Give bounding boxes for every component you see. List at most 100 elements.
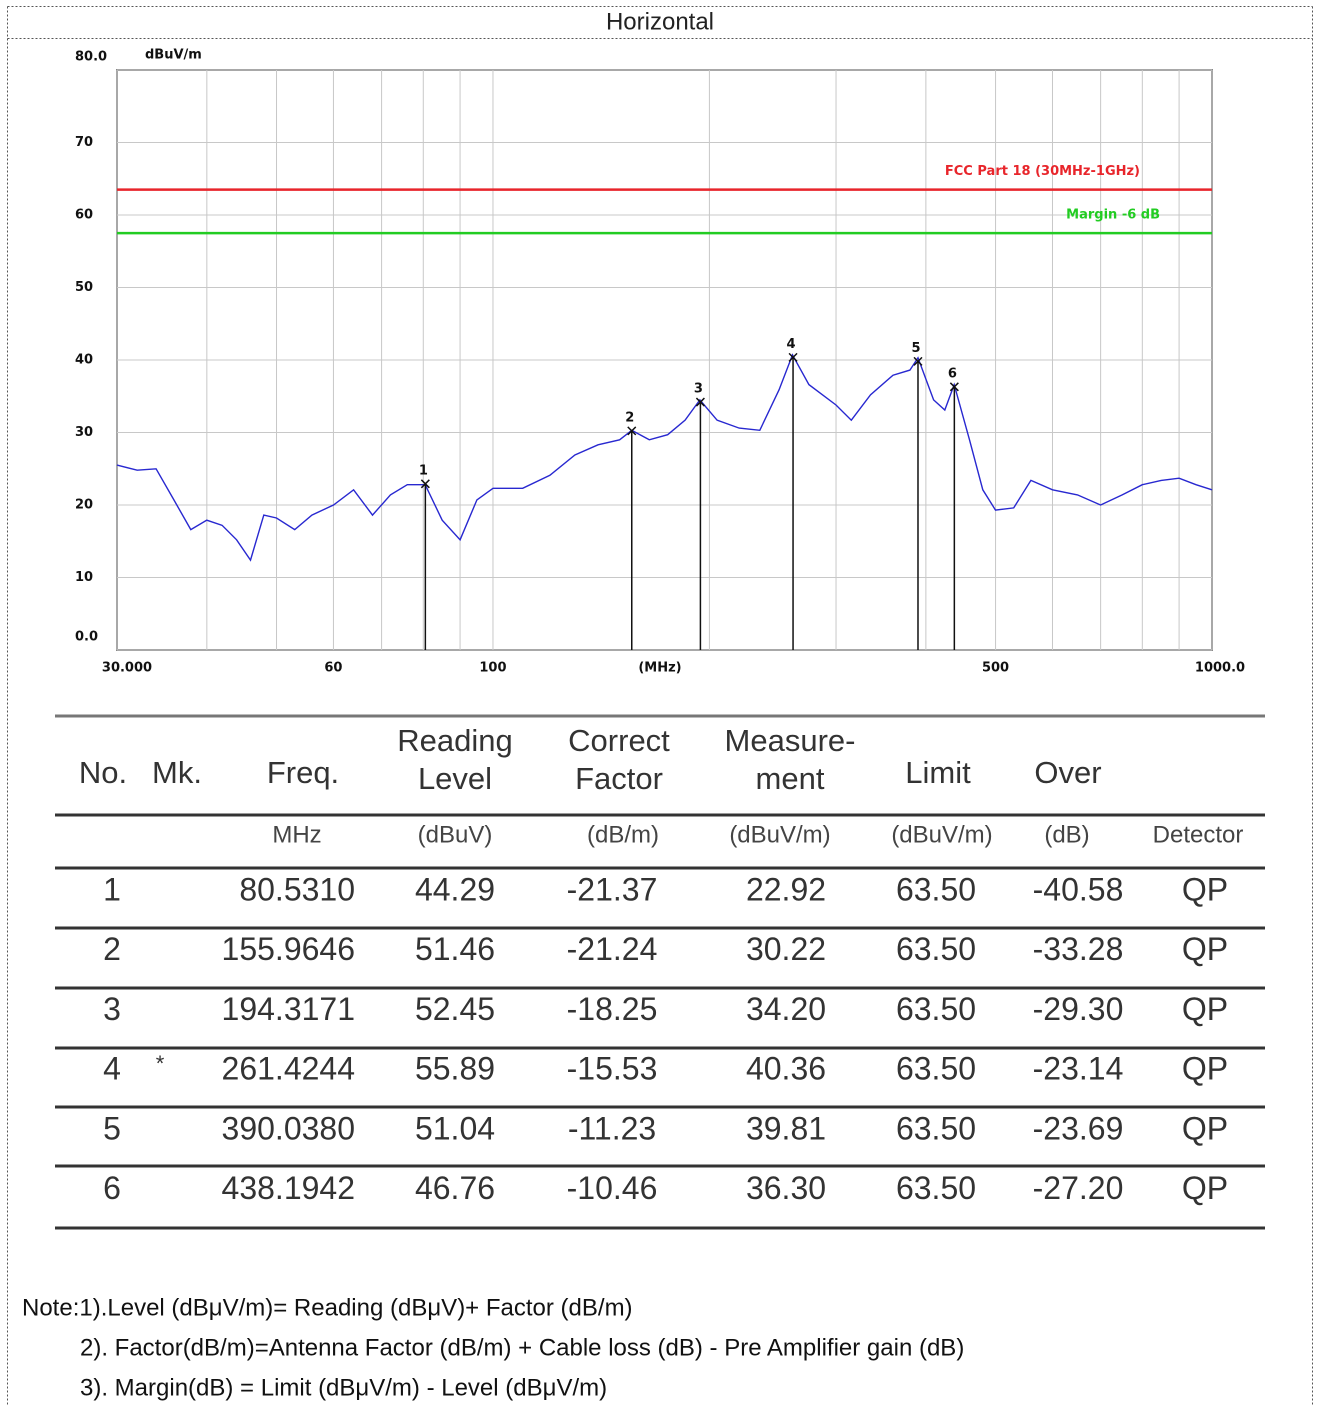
table-cell: QP (1182, 1170, 1228, 1206)
table-cell: -11.23 (568, 1110, 656, 1146)
table-cell: 51.04 (415, 1110, 495, 1146)
table-cell: 438.1942 (222, 1170, 355, 1206)
table-cell: 34.20 (746, 991, 826, 1027)
y-tick-label: 0.0 (75, 630, 98, 645)
table-cell: 30.22 (746, 931, 826, 967)
table-cell: 63.50 (896, 1110, 976, 1146)
table-cell: 46.76 (415, 1170, 495, 1206)
table-cell: 3 (103, 991, 121, 1027)
marker-cross (420, 479, 430, 489)
marker-label: 2 (625, 410, 634, 425)
column-header: Freq. (267, 755, 339, 790)
table-cell: -21.24 (567, 931, 658, 967)
table-cell: QP (1182, 931, 1228, 967)
column-header: Level (418, 761, 492, 796)
note: Note:1).Level (dBμV/m)= Reading (dBμV)+ … (22, 1294, 633, 1321)
table-cell: 22.92 (746, 871, 826, 907)
table-cell: 55.89 (415, 1051, 495, 1087)
limit-label: FCC Part 18 (30MHz-1GHz) (945, 164, 1140, 179)
marker-label: 5 (911, 341, 920, 356)
y-axis-label: dBuV/m (145, 48, 202, 63)
x-tick-label: 30.000 (102, 661, 152, 676)
table-cell: -15.53 (567, 1051, 658, 1087)
unit-label: (dB) (1044, 821, 1089, 848)
unit-label: (dBuV/m) (891, 821, 992, 848)
table-cell: -27.20 (1033, 1170, 1124, 1206)
table-cell: 63.50 (896, 931, 976, 967)
column-header: Factor (575, 761, 663, 796)
marker-label: 1 (419, 463, 428, 478)
table-cell: 51.46 (415, 931, 495, 967)
marker-cross (788, 352, 798, 362)
marker-label: 4 (787, 337, 796, 352)
table-cell: 39.81 (746, 1110, 826, 1146)
table-cell: 2 (103, 931, 121, 967)
table-cell: 40.36 (746, 1051, 826, 1087)
table-cell: 261.4244 (222, 1051, 355, 1087)
unit-label: (dBuV) (418, 821, 493, 848)
marker-cross (949, 382, 959, 392)
header-title: Horizontal (606, 8, 714, 35)
column-header: Reading (397, 723, 512, 758)
unit-label: (dBuV/m) (729, 821, 830, 848)
x-tick-label: 60 (324, 661, 342, 676)
table-cell: 155.9646 (222, 931, 355, 967)
column-header: Limit (905, 755, 971, 790)
table-cell: -33.28 (1033, 931, 1124, 967)
table-cell: 36.30 (746, 1170, 826, 1206)
marker-label: 6 (948, 366, 957, 381)
column-header: Correct (568, 723, 670, 758)
table-cell: -21.37 (567, 871, 658, 907)
table-cell: 1 (103, 871, 121, 907)
table-cell: 63.50 (896, 1170, 976, 1206)
column-header: ment (756, 761, 825, 796)
y-tick-label: 10 (75, 570, 93, 585)
table-cell: QP (1182, 991, 1228, 1027)
y-tick-label: 20 (75, 498, 93, 513)
column-header: Over (1034, 755, 1101, 790)
table-cell: QP (1182, 1110, 1228, 1146)
y-tick-label: 60 (75, 208, 93, 223)
marker-cross (695, 397, 705, 407)
table-cell: 4 (103, 1051, 121, 1087)
x-tick-label: 100 (479, 661, 506, 676)
table-cell: 390.0380 (222, 1110, 355, 1146)
table-cell: 63.50 (896, 991, 976, 1027)
column-header: No. (79, 755, 127, 790)
unit-label: (dB/m) (587, 821, 659, 848)
table-cell: 52.45 (415, 991, 495, 1027)
unit-label: MHz (272, 821, 321, 848)
column-header: Measure- (725, 723, 856, 758)
x-axis-label: (MHz) (638, 661, 681, 676)
table-cell: -18.25 (567, 991, 658, 1027)
table-cell: 63.50 (896, 871, 976, 907)
table-cell: QP (1182, 871, 1228, 907)
table-cell: QP (1182, 1051, 1228, 1087)
note: 3). Margin(dB) = Limit (dBμV/m) - Level … (80, 1374, 607, 1401)
table-cell: -23.69 (1033, 1110, 1124, 1146)
table-cell: 44.29 (415, 871, 495, 907)
column-header: Mk. (152, 755, 202, 790)
table-cell: -10.46 (567, 1170, 658, 1206)
unit-label: Detector (1153, 821, 1244, 848)
y-tick-label: 70 (75, 135, 93, 150)
table-cell: * (156, 1051, 165, 1076)
y-tick-label: 30 (75, 425, 93, 440)
y-tick-label: 80.0 (75, 50, 107, 65)
marker-label: 3 (694, 382, 703, 397)
note: 2). Factor(dB/m)=Antenna Factor (dB/m) +… (80, 1334, 964, 1361)
table-cell: 63.50 (896, 1051, 976, 1087)
table-cell: 5 (103, 1110, 121, 1146)
table-cell: -40.58 (1033, 871, 1124, 907)
table-cell: -29.30 (1033, 991, 1124, 1027)
table-cell: -23.14 (1033, 1051, 1124, 1087)
marker-cross (913, 356, 923, 366)
y-tick-label: 50 (75, 280, 93, 295)
table-cell: 80.5310 (239, 871, 355, 907)
x-tick-label: 500 (982, 661, 1009, 676)
table-cell: 6 (103, 1170, 121, 1206)
limit-label: Margin -6 dB (1066, 208, 1160, 223)
marker-cross (627, 426, 637, 436)
